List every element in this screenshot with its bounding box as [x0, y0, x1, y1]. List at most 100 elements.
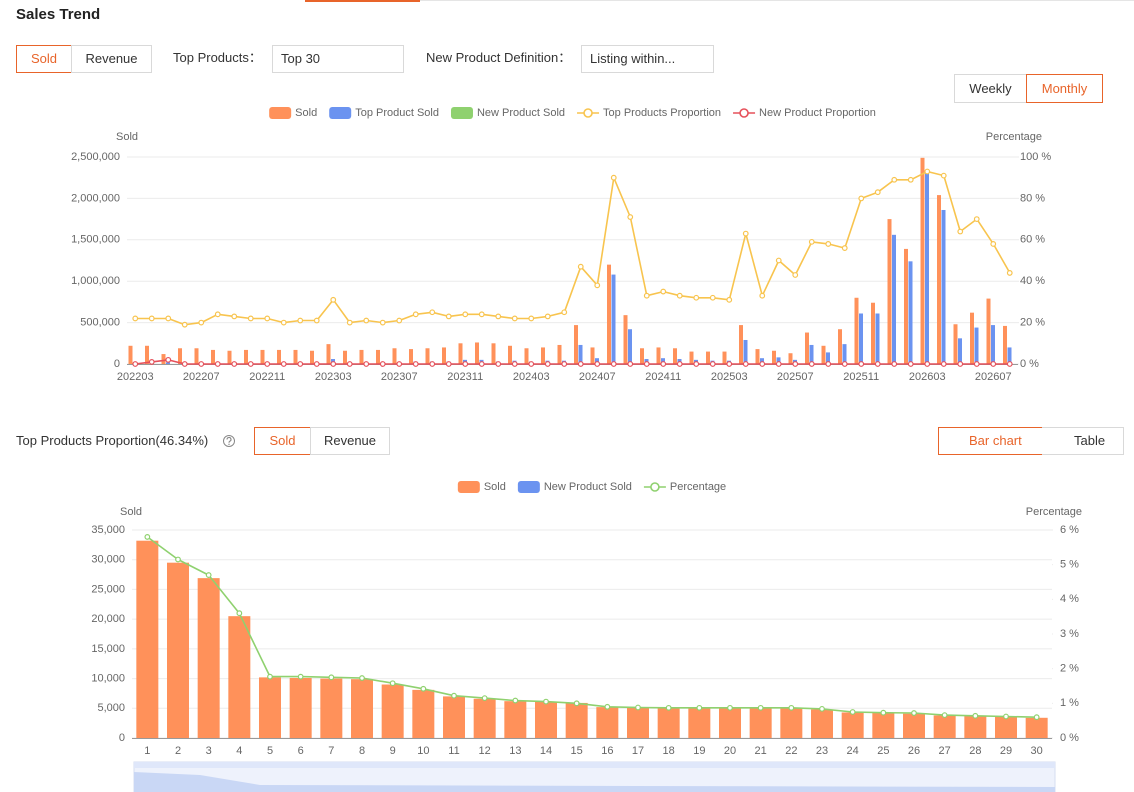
x-tick-label: 202503: [711, 371, 748, 383]
line-point: [346, 361, 353, 367]
legend-swatch: [739, 108, 749, 118]
page-title: Sales Trend: [16, 6, 101, 23]
x-tick-label: 23: [816, 745, 828, 757]
x-tick-label: 202603: [909, 371, 946, 383]
bar: [565, 702, 588, 738]
x-tick-label: 2: [175, 745, 181, 757]
select[interactable]: Top 30: [272, 45, 404, 73]
line-point: [346, 319, 353, 326]
legend-swatch: [650, 482, 660, 492]
bar: [473, 698, 496, 738]
view-button[interactable]: Table: [1042, 427, 1124, 455]
axis-title: Percentage: [986, 131, 1042, 143]
bar: [743, 339, 748, 364]
bar: [244, 349, 248, 364]
bar: [136, 540, 159, 738]
line: [146, 536, 1037, 718]
line-point: [990, 241, 997, 247]
line-point: [1033, 714, 1040, 721]
line-point: [132, 315, 139, 322]
bar: [772, 350, 776, 364]
line-point: [693, 361, 700, 367]
line-point: [214, 361, 221, 367]
bar: [887, 219, 892, 364]
zoom-area: [134, 772, 1055, 792]
legend-swatch: [269, 107, 292, 119]
period-button[interactable]: Monthly: [1026, 74, 1103, 103]
bar: [628, 329, 632, 364]
line-point: [328, 674, 335, 681]
bar: [706, 351, 710, 364]
line-point: [825, 361, 832, 367]
line-point: [297, 673, 304, 680]
line-point: [643, 361, 650, 367]
line-point: [610, 174, 617, 181]
line-point: [462, 361, 469, 367]
line-point: [478, 311, 485, 318]
line-point: [313, 361, 320, 367]
line-point: [660, 288, 667, 295]
y-tick-label: 1,000,000: [71, 275, 120, 287]
line-point: [396, 361, 403, 367]
y2-tick-label: 4 %: [1060, 593, 1079, 605]
bar: [1025, 717, 1048, 738]
bar: [442, 347, 446, 364]
y2-tick-label: 0 %: [1020, 358, 1039, 370]
bar: [557, 344, 562, 364]
line-point: [363, 317, 370, 324]
line-point: [940, 172, 947, 179]
line-point: [610, 361, 617, 367]
metric-button[interactable]: Revenue: [310, 427, 390, 455]
line-point: [627, 361, 634, 367]
bar: [376, 349, 380, 364]
line-point: [627, 214, 634, 220]
metric-button[interactable]: Sold: [16, 45, 72, 73]
line-point: [972, 712, 979, 719]
bar: [755, 349, 760, 364]
bar: [995, 716, 1017, 738]
help-icon[interactable]: [223, 435, 235, 447]
x-tick-label: 202307: [381, 371, 418, 383]
x-tick-label: 8: [359, 745, 365, 757]
data-zoom[interactable]: [133, 761, 1056, 792]
line-point: [330, 296, 337, 303]
line-point: [511, 361, 518, 367]
x-tick-label: 1: [144, 745, 150, 757]
line-point: [973, 361, 980, 367]
line-point: [924, 361, 931, 367]
period-button[interactable]: Weekly: [954, 74, 1027, 103]
bar: [128, 345, 133, 364]
metric-button[interactable]: Sold: [254, 427, 311, 455]
x-tick-label: 26: [908, 745, 920, 757]
axis-title: Sold: [116, 131, 138, 143]
bar: [508, 345, 512, 364]
bar: [656, 347, 661, 364]
bar: [607, 264, 611, 364]
line-point: [874, 361, 881, 367]
view-button[interactable]: Bar chart: [938, 427, 1043, 455]
bar: [574, 325, 578, 364]
select[interactable]: Listing within...: [581, 45, 714, 73]
bar: [259, 677, 281, 738]
bar: [970, 312, 974, 364]
line-point: [775, 361, 782, 367]
line-point: [577, 361, 584, 367]
line-point: [742, 230, 749, 237]
bar: [412, 689, 435, 738]
line-point: [757, 704, 764, 711]
line-point: [874, 189, 881, 196]
x-tick-label: 202303: [315, 371, 352, 383]
bar: [739, 325, 743, 364]
bar: [596, 707, 619, 738]
x-tick-label: 10: [417, 745, 429, 757]
metric-button[interactable]: Revenue: [71, 45, 152, 73]
bar: [872, 713, 895, 738]
x-tick-label: 202311: [447, 371, 483, 383]
y-tick-label: 30,000: [91, 554, 125, 566]
bar: [805, 332, 809, 364]
bar: [320, 678, 343, 738]
bar: [627, 707, 649, 738]
line-point: [247, 361, 254, 367]
line-point: [660, 361, 667, 367]
